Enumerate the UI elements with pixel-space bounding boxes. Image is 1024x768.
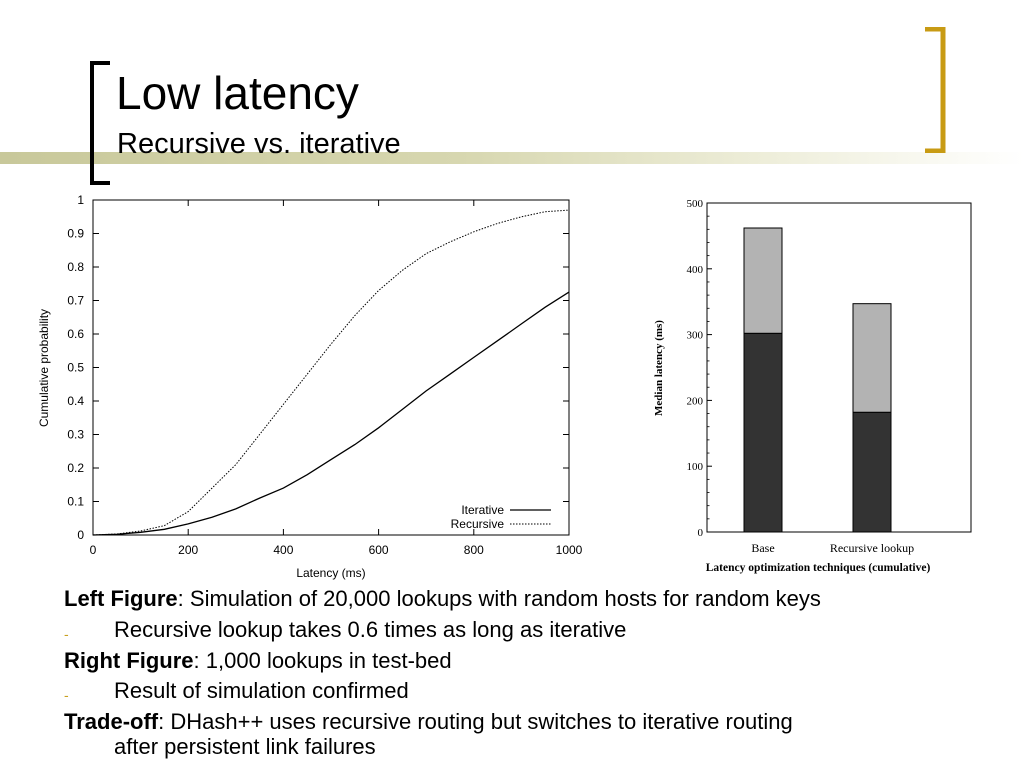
bar-y-axis-label: Median latency (ms) [653, 320, 665, 416]
tradeoff-text: : DHash++ uses recursive routing but swi… [158, 709, 793, 734]
bullet-1: Recursive lookup takes 0.6 times as long… [114, 617, 627, 642]
legend-label-iterative: Iterative [461, 503, 504, 517]
bar-segment-base-0 [743, 332, 783, 533]
bar-y-tick-label: 400 [687, 264, 704, 276]
left-figure-label: Left Figure [64, 586, 178, 611]
tradeoff-text-continued: after persistent link failures [114, 734, 376, 759]
cdf-gridlines [93, 200, 569, 535]
bar-y-ticks: 0 100 200 300 400 500 [687, 198, 712, 539]
right-bracket-ornament [925, 27, 946, 153]
cdf-x-tick-label: 400 [273, 543, 293, 557]
cdf-y-tick-label: 0.9 [67, 227, 84, 241]
cdf-x-tick-label: 600 [369, 543, 389, 557]
bar-segment-base-1 [743, 227, 783, 334]
median-latency-bar-chart: 0 100 200 300 400 500 Base Recursive lookup La… [653, 198, 972, 574]
cdf-y-tick-label: 0.6 [67, 327, 84, 341]
cdf-y-tick-label: 1 [77, 193, 84, 207]
bar-y-tick-label: 500 [687, 198, 704, 210]
cdf-x-tick-label: 800 [464, 543, 484, 557]
bar-y-tick-label: 300 [687, 330, 704, 342]
cdf-series [92, 209, 570, 536]
cdf-series-line-iterative [92, 291, 570, 536]
bullet-marker-2: - [64, 687, 69, 703]
accent-band [0, 152, 1024, 164]
cdf-y-tick-label: 0.2 [67, 461, 84, 475]
cdf-line-chart: 0 0.1 0.2 0.3 0.4 0.5 0.6 0.7 0.8 0.9 1 0 200 400 600 8… [37, 193, 583, 580]
cdf-x-tick-label: 200 [178, 543, 198, 557]
cdf-legend: Iterative Recursive [451, 503, 551, 531]
cdf-x-axis-label: Latency (ms) [296, 566, 365, 580]
left-figure-line: Left Figure: Simulation of 20,000 lookup… [64, 586, 821, 612]
tradeoff-line: Trade-off: DHash++ uses recursive routin… [64, 709, 793, 735]
bar-category-label: Base [751, 541, 774, 555]
right-figure-line: Right Figure: 1,000 lookups in test-bed [64, 648, 452, 674]
cdf-y-tick-label: 0.4 [67, 394, 84, 408]
cdf-y-tick-label: 0.5 [67, 361, 84, 375]
bar-y-tick-label: 200 [687, 395, 704, 407]
bar-category-labels: Base Recursive lookup [751, 541, 914, 555]
bar-marks [743, 227, 892, 533]
cdf-tick-labels: 0 0.1 0.2 0.3 0.4 0.5 0.6 0.7 0.8 0.9 1 0 200 400 600 8… [67, 193, 582, 557]
cdf-series-line-recursive [92, 209, 570, 536]
cdf-y-axis-label: Cumulative probability [37, 309, 51, 427]
cdf-y-tick-label: 0.3 [67, 428, 84, 442]
cdf-x-tick-label: 0 [90, 543, 97, 557]
bar-category-label: Recursive lookup [830, 541, 914, 555]
bullet-marker-1: - [64, 626, 69, 642]
slide-title: Low latency [116, 67, 359, 119]
right-figure-text: : 1,000 lookups in test-bed [193, 648, 452, 673]
cdf-x-tick-label: 1000 [556, 543, 583, 557]
bar-segment-recursive-lookup-1 [852, 303, 892, 413]
left-figure-text: : Simulation of 20,000 lookups with rand… [177, 586, 821, 611]
bar-plot-frame [706, 202, 972, 533]
bar-x-axis-label: Latency optimization techniques (cumulat… [706, 562, 931, 574]
bar-y-tick-label: 100 [687, 461, 704, 473]
cdf-y-tick-label: 0.8 [67, 260, 84, 274]
legend-label-recursive: Recursive [451, 517, 505, 531]
cdf-plot-frame [92, 199, 570, 536]
cdf-y-tick-label: 0.1 [67, 495, 84, 509]
tradeoff-label: Trade-off [64, 709, 159, 734]
bullet-2: Result of simulation confirmed [114, 678, 409, 703]
bar-segment-recursive-lookup-0 [852, 411, 892, 533]
slide-subtitle: Recursive vs. iterative [117, 128, 401, 160]
bar-y-tick-label: 0 [698, 527, 704, 539]
left-bracket-ornament [90, 61, 110, 185]
right-figure-label: Right Figure [64, 648, 194, 673]
cdf-y-tick-label: 0.7 [67, 294, 84, 308]
cdf-y-tick-label: 0 [77, 528, 84, 542]
